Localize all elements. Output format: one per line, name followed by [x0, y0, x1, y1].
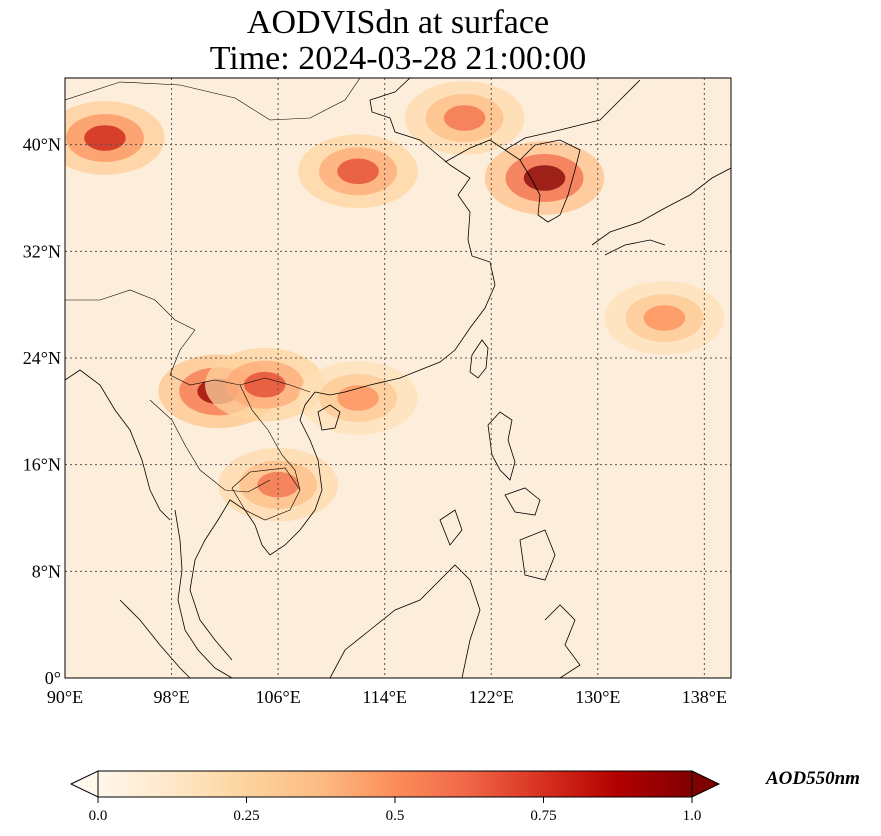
colorbar-tick-label: 0.75 [530, 808, 556, 824]
colorbar: 0.0 0.25 0.5 0.75 1.0 [69, 770, 721, 824]
lat-tick-label: 0° [45, 668, 61, 688]
lon-tick-label: 106°E [256, 687, 301, 707]
japan-shikoku [604, 239, 666, 256]
lon-tick-label: 114°E [362, 687, 407, 707]
longitude-labels: 90°E 98°E 106°E 114°E 122°E 130°E 138°E [47, 687, 727, 707]
map-title-line-1: AODVISdn at surface [246, 4, 550, 41]
lon-tick-label: 98°E [153, 687, 189, 707]
map-frame [64, 77, 732, 679]
mindanao [519, 529, 556, 581]
colorbar-ticks: 0.0 0.25 0.5 0.75 1.0 [89, 797, 702, 824]
cambodia-border [231, 467, 301, 521]
sumatra [119, 599, 191, 678]
colorbar-tick-label: 0.5 [386, 808, 405, 824]
lat-tick-label: 16°N [23, 455, 61, 475]
lon-tick-label: 122°E [469, 687, 514, 707]
laos-vietnam-border [239, 384, 301, 491]
china-coast [314, 78, 496, 396]
aod-hotspot-inner-mongolia-band-2 [337, 158, 379, 185]
colorbar-ramp [97, 770, 693, 798]
myanmar-coast [65, 369, 171, 521]
sulawesi [544, 604, 581, 678]
aod-hotspot-north-vietnam-2 [243, 371, 286, 398]
korea-peninsula [519, 139, 581, 223]
liaodong-coast [444, 139, 521, 163]
hainan [317, 404, 341, 431]
lon-tick-label: 90°E [47, 687, 83, 707]
borneo [329, 564, 481, 678]
lon-tick-label: 138°E [682, 687, 727, 707]
lat-tick-label: 40°N [23, 135, 61, 155]
colorbar-extend-min [69, 770, 99, 798]
lat-tick-label: 24°N [23, 348, 61, 368]
japan-kyushu-honshu [591, 167, 731, 246]
country-borders [65, 78, 361, 521]
colorbar-label: AOD550nm [766, 768, 860, 789]
latitude-labels: 0° 8°N 16°N 24°N 32°N 40°N [23, 135, 61, 688]
aod-hotspot-south-china-coast-2 [337, 385, 379, 411]
map-title-line-2: Time: 2024-03-28 21:00:00 [209, 40, 587, 77]
malay-peninsula [174, 509, 233, 678]
aod-field [65, 81, 725, 522]
taiwan [469, 339, 489, 379]
colorbar-tick-label: 0.0 [89, 808, 108, 824]
indochina-coast [189, 391, 323, 661]
philippines-luzon [487, 411, 516, 481]
korea-north-border [504, 79, 641, 151]
philippines-visayas [504, 487, 541, 516]
colorbar-extend-max [691, 770, 721, 798]
lon-tick-label: 130°E [575, 687, 620, 707]
graticule [65, 78, 731, 678]
himalaya-border [65, 289, 196, 331]
coastlines [65, 78, 731, 678]
colorbar-tick-label: 1.0 [683, 808, 702, 824]
aod-hotspot-northwest-band-2 [84, 125, 126, 151]
aod-hotspot-north-plume-2 [443, 105, 486, 131]
lat-tick-label: 8°N [32, 561, 61, 581]
palawan [439, 509, 463, 546]
aod-hotspot-japan-east-2 [643, 305, 686, 331]
lat-tick-label: 32°N [23, 241, 61, 261]
mongolia-border [65, 78, 361, 121]
colorbar-tick-label: 0.25 [233, 808, 259, 824]
aod-hotspot-north-korea-korea-2 [523, 165, 566, 191]
map-panel: 90°E 98°E 106°E 114°E 122°E 130°E 138°E 0° 8°N 1… [23, 77, 732, 707]
